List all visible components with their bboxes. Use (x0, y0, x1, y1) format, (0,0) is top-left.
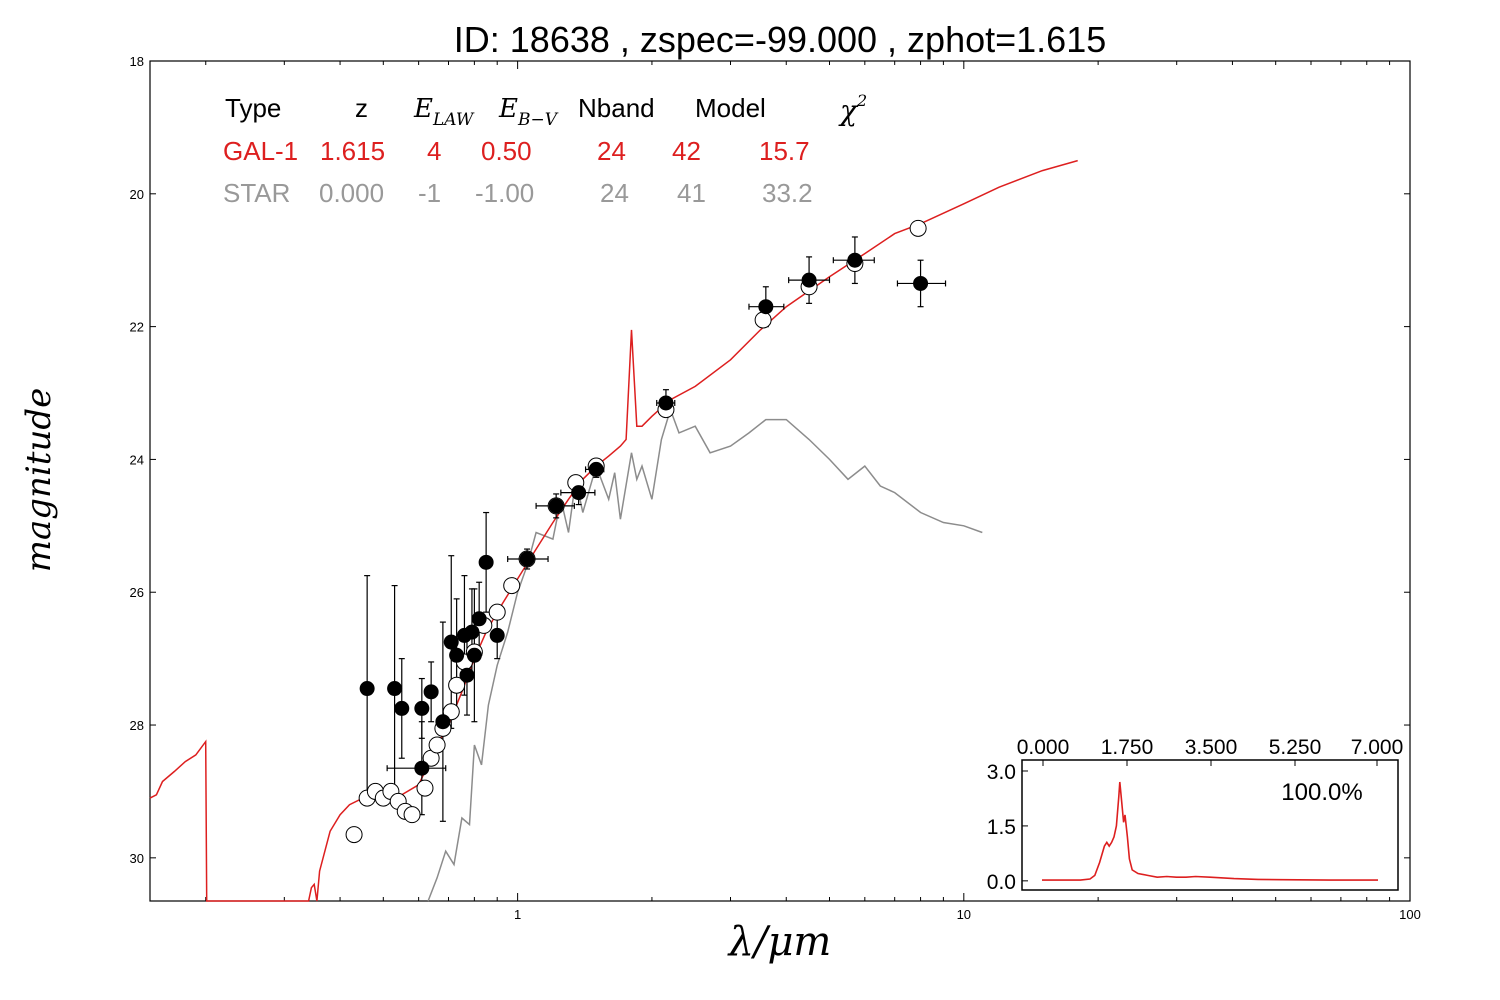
inset-x-tick-label: 5.250 (1269, 736, 1322, 759)
legend-header-chi2: χ2 (838, 91, 867, 127)
observed-photometry-point (758, 299, 774, 315)
observed-photometry-point (466, 647, 482, 663)
y-tick-label: 28 (130, 718, 144, 733)
observed-photometry-point (571, 485, 587, 501)
observed-photometry-point (359, 681, 375, 697)
legend-header-ebv: EB−V (498, 94, 559, 130)
observed-photometry-point (478, 554, 494, 570)
legend-star-model: 41 (677, 178, 706, 208)
observed-photometry-point (387, 681, 403, 697)
y-axis-label: magnitude (19, 388, 59, 573)
legend-table: Type z ELAW EB−V Nband Model χ2 GAL-1 1.… (223, 91, 867, 208)
model-photometry-point (345, 826, 363, 844)
observed-photometry-point (847, 252, 863, 268)
inset-frame (1021, 759, 1399, 891)
legend-header-elaw: ELAW (413, 94, 475, 130)
legend-row-star: STAR 0.000 -1 -1.00 24 41 33.2 (223, 178, 813, 208)
y-tick-label: 24 (130, 452, 144, 467)
observed-photometry-point (459, 667, 475, 683)
model-photometry-point (754, 311, 772, 329)
legend-gal-z: 1.615 (320, 136, 385, 166)
y-tick-label: 18 (130, 54, 144, 69)
legend-header-ebv-sub: B−V (517, 110, 559, 130)
observed-photometry-point (449, 647, 465, 663)
legend-row-galaxy: GAL-1 1.615 4 0.50 24 42 15.7 (223, 136, 810, 166)
observed-photometry-point (913, 275, 929, 291)
galaxy-template-line (149, 159, 1078, 902)
legend-header-elaw-sub: LAW (432, 110, 475, 130)
observed-photometry-point (414, 700, 430, 716)
x-tick-label: 1 (514, 907, 521, 922)
legend-header-z: z (355, 93, 368, 123)
legend-header-ebv-e: E (498, 94, 518, 124)
inset-x-tick-label: 1.750 (1101, 736, 1154, 759)
legend-star-ebv: -1.00 (475, 178, 534, 208)
x-axis-label: λ/μm (727, 919, 832, 965)
x-tick-label: 10 (957, 907, 971, 922)
observed-photometry-point (588, 461, 604, 477)
observed-photometry-point (471, 611, 487, 627)
legend-gal-ebv: 0.50 (481, 136, 532, 166)
legend-gal-chi2: 15.7 (759, 136, 810, 166)
model-photometry-point (503, 577, 521, 595)
inset-y-tick-label: 3.0 (987, 761, 1016, 784)
observed-photometry-point (464, 624, 480, 640)
observed-photometry-point (548, 498, 564, 514)
legend-star-nband: 24 (600, 178, 629, 208)
legend-gal-model: 42 (672, 136, 701, 166)
observed-photometry-point (414, 760, 430, 776)
observed-photometry-point (423, 684, 439, 700)
inset-x-tick-label: 0.000 (1017, 736, 1070, 759)
inset-y-tick-label: 1.5 (987, 816, 1016, 839)
model-photometry-point (909, 219, 927, 237)
inset-x-tick-label: 7.000 (1351, 736, 1404, 759)
legend-header-chi2-symbol: χ (838, 94, 859, 127)
observed-photometry-point (489, 627, 505, 643)
inset-x-tick-label: 3.500 (1185, 736, 1238, 759)
legend-star-type: STAR (223, 178, 290, 208)
legend-gal-elaw: 4 (427, 136, 441, 166)
legend-star-chi2: 33.2 (762, 178, 813, 208)
legend-header-nband: Nband (578, 93, 655, 123)
legend-gal-nband: 24 (597, 136, 626, 166)
legend-header-type: Type (225, 93, 281, 123)
redshift-pdf-line (1042, 781, 1378, 881)
y-tick-label: 22 (130, 320, 144, 335)
observed-photometry-point (443, 634, 459, 650)
observed-photometry-point (801, 272, 817, 288)
legend-header-chi2-sup: 2 (856, 91, 867, 110)
inset-y-tick-label: 0.0 (987, 871, 1016, 894)
legend-star-z: 0.000 (319, 178, 384, 208)
main-plot-frame (149, 60, 1411, 902)
model-photometry-point (428, 736, 446, 754)
observed-photometry-point (519, 551, 535, 567)
model-photometry-point (403, 806, 421, 824)
redshift-pdf-inset: 0.0 1.5 3.00.000 1.750 3.500 5.250 7.000 100.0… (987, 736, 1403, 894)
chart-title: ID: 18638 , zspec=-99.000 , zphot=1.615 (454, 19, 1106, 60)
observed-photometry-point (658, 395, 674, 411)
legend-gal-type: GAL-1 (223, 136, 298, 166)
legend-star-elaw: -1 (418, 178, 441, 208)
y-tick-label: 26 (130, 585, 144, 600)
legend-header-model: Model (695, 93, 766, 123)
x-tick-label: 100 (1399, 907, 1421, 922)
y-tick-label: 30 (130, 851, 144, 866)
model-photometry-point (416, 779, 434, 797)
observed-photometry-point (435, 714, 451, 730)
model-photometry-point (488, 603, 506, 621)
y-tick-label: 20 (130, 187, 144, 202)
star-template-line (427, 407, 983, 902)
model-photometry-point (448, 676, 466, 694)
observed-photometry-point (394, 700, 410, 716)
inset-percent-label: 100.0% (1281, 779, 1362, 806)
legend-header-elaw-e: E (413, 94, 433, 124)
